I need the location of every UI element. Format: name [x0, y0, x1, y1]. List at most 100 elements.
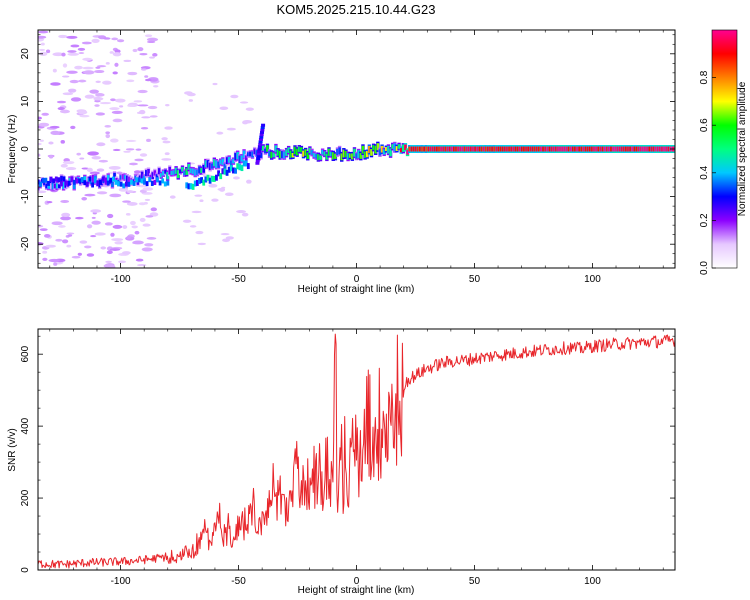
spectrogram-noise-cell — [211, 198, 219, 202]
spectrogram-noise-cell — [82, 57, 93, 61]
spectrogram-ridge-cell — [484, 146, 488, 152]
spectrogram-ridge-cell — [603, 146, 607, 152]
spectrogram-branch-cell — [127, 181, 131, 187]
spectrogram-branch-cell — [219, 173, 223, 180]
spectrogram-noise-cell — [91, 156, 102, 160]
spectrogram-noise-cell — [98, 159, 109, 163]
spectrogram-branch-cell — [236, 163, 240, 170]
spectrogram-noise-cell — [66, 232, 75, 235]
spectrogram-noise-cell — [94, 232, 106, 236]
spectrogram-ridge-cell — [446, 146, 450, 152]
spectrogram-ridge-cell — [329, 151, 333, 157]
spectrogram-noise-cell — [38, 35, 47, 39]
spectrogram-ridge-cell — [595, 146, 598, 152]
spectrogram-ridge-cell — [304, 149, 307, 156]
spectrogram-branch-cell — [229, 165, 233, 172]
spectrogram-ridge-cell — [508, 146, 511, 152]
spectrogram-noise-cell — [50, 82, 61, 86]
spectrogram-branch-cell — [119, 181, 123, 187]
spectrogram-ridge-cell — [535, 146, 539, 152]
spectrogram-ridge-cell — [215, 160, 218, 168]
spectrogram-ridge-cell — [357, 150, 361, 159]
spectrogram-noise-cell — [104, 222, 113, 226]
spectrogram-ridge-cell — [232, 158, 235, 164]
spectrogram-spike-cell — [260, 126, 265, 130]
spectrogram-ridge-cell — [620, 146, 624, 152]
spectrogram-noise-cell — [66, 70, 78, 74]
spectrogram-noise-cell — [126, 79, 135, 83]
spectrogram-ridge-cell — [185, 168, 189, 175]
spectrogram-ridge-cell — [523, 146, 526, 152]
spectrogram-spike-cell — [259, 133, 264, 137]
spectrogram-ridge-cell — [667, 146, 671, 152]
spectrogram-y-ticks: -20 -10 0 10 20 — [20, 34, 675, 264]
spectrogram-ridge-cell — [493, 146, 496, 152]
spectrogram-ridge-cell — [421, 146, 424, 152]
spectrogram-noise-cell — [44, 234, 51, 238]
spectrogram-spike-cell — [255, 159, 260, 163]
spectrogram-noise-cell — [83, 245, 92, 249]
spectrogram-branch-cell — [132, 180, 136, 186]
spectrogram-noise-cell — [81, 197, 88, 201]
spectrogram-noise-cell — [109, 107, 120, 111]
spectrogram-noise-cell — [141, 68, 147, 71]
spectrogram-branch-cell — [240, 165, 244, 172]
spectrogram-ridge-cell — [45, 183, 48, 189]
spectrogram-noise-cell — [66, 35, 78, 39]
spectrogram-noise-cell — [87, 151, 99, 156]
spectrogram-noise-cell — [114, 241, 123, 245]
spectrogram-ridge-cell — [240, 155, 244, 162]
spectrogram-noise-cell — [77, 47, 86, 51]
spectrogram-noise-cell — [139, 217, 146, 223]
snr-y-axis-label: SNR (v/v) — [7, 428, 18, 471]
spectrogram-ridge-cell — [196, 169, 199, 175]
spectrogram-branch-cell — [83, 180, 87, 186]
spectrogram-noise-cell — [78, 52, 85, 55]
figure-title: KOM5.2025.215.10.44.G23 — [276, 2, 435, 17]
spectrogram-branch-cell — [60, 181, 63, 187]
spectrogram-ridge-cell — [244, 155, 248, 163]
spectrogram-noise-cell — [110, 138, 119, 143]
spectrogram-ridge-cell — [297, 146, 301, 152]
spectrogram-noise-cell — [96, 65, 107, 68]
spectrogram-ridge-cell — [206, 160, 210, 168]
spectrogram-spike-cell — [258, 140, 263, 144]
spectrogram-noise-cell — [39, 228, 48, 231]
spectrogram-ridge-cell — [459, 146, 462, 152]
spectrogram-ridge-cell — [565, 146, 569, 152]
spectrogram-ridge-cell — [170, 170, 174, 176]
spectrogram-noise-cell — [152, 53, 158, 57]
spectrogram-noise-cell — [51, 221, 63, 226]
spectrogram-ridge-cell — [172, 170, 176, 175]
spectrogram-noise-cell — [125, 139, 137, 142]
spectrogram-ridge-cell — [334, 153, 337, 159]
spectrogram-ridge-cell — [438, 146, 441, 152]
spectrogram-ridge-cell — [200, 167, 203, 174]
spectrogram-ridge-cell — [480, 146, 484, 152]
spectrogram-ridge-cell — [353, 148, 356, 157]
spectrogram-ridge-cell — [465, 146, 469, 152]
spectrogram-ridge-cell — [561, 146, 564, 152]
spectrogram-noise-cell — [123, 59, 132, 63]
spectrogram-ridge-cell — [423, 146, 426, 152]
spectrogram-noise-cell — [76, 152, 81, 156]
spectrogram-ridge-cell — [193, 169, 197, 176]
spectrogram-ridge-cell — [554, 146, 558, 152]
spectrogram-ridge-cell — [656, 146, 660, 152]
spectrogram-noise-cell — [117, 39, 125, 43]
spectrogram-noise-cell — [164, 126, 173, 130]
spectrogram-y-tick-label: -10 — [20, 189, 31, 204]
spectrogram-ridge-cell — [43, 180, 46, 186]
spectrogram-noise-cell — [99, 101, 112, 105]
spectrogram-noise-cell — [106, 250, 113, 255]
spectrogram-noise-cell — [146, 138, 151, 143]
spectrogram-noise-cell — [138, 184, 148, 188]
spectrogram-ridge-cell — [635, 146, 639, 152]
spectrogram-noise-cell — [91, 38, 100, 43]
spectrogram-branch-cell — [238, 164, 242, 171]
spectrogram-noise-cell — [164, 152, 170, 156]
spectrogram-ridge-cell — [157, 168, 161, 175]
spectrogram-ridge-cell — [533, 146, 537, 152]
spectrogram-ridge-cell — [100, 179, 104, 186]
